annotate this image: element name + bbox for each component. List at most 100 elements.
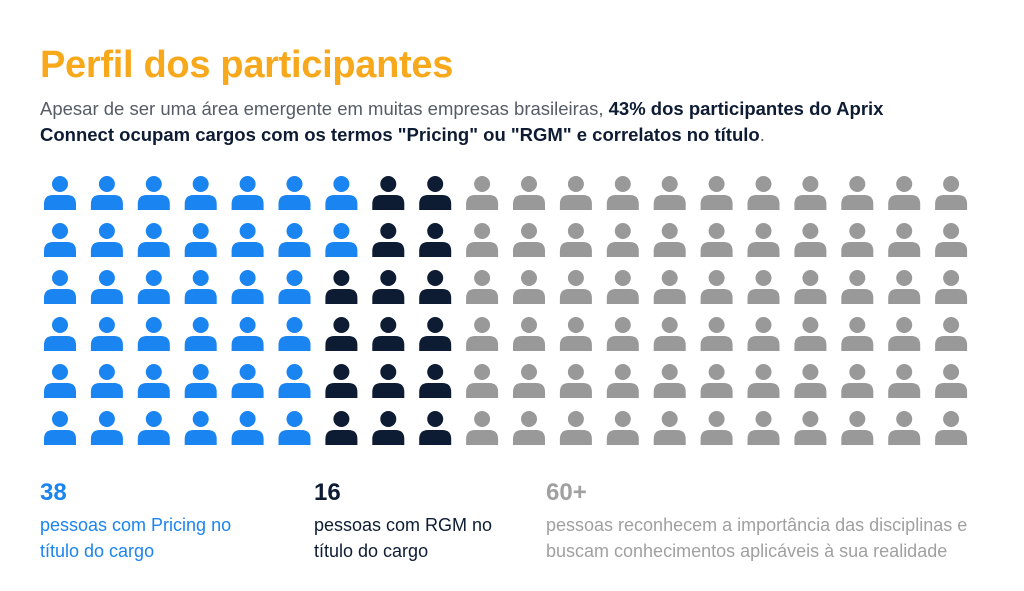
person-icon	[747, 270, 780, 304]
person-icon	[559, 364, 592, 398]
subtitle: Apesar de ser uma área emergente em muit…	[40, 96, 940, 148]
person-icon	[278, 317, 311, 351]
person-icon	[606, 317, 639, 351]
person-icon	[419, 411, 452, 445]
person-icon	[44, 176, 76, 210]
person-icon	[137, 270, 170, 304]
page-title: Perfil dos participantes	[40, 44, 454, 86]
person-icon	[184, 270, 217, 304]
person-icon	[700, 176, 733, 210]
person-icon	[700, 223, 733, 257]
person-icon	[419, 317, 452, 351]
person-icon	[372, 411, 405, 445]
person-icon	[231, 223, 264, 257]
person-icon	[231, 317, 264, 351]
person-icon	[513, 364, 545, 398]
person-icon	[653, 270, 686, 304]
person-icon	[184, 317, 217, 351]
person-icon	[513, 317, 545, 351]
person-icon	[513, 223, 545, 257]
person-icon	[794, 270, 827, 304]
person-icon	[653, 364, 686, 398]
person-icon	[231, 364, 264, 398]
person-icon	[137, 176, 170, 210]
person-icon	[372, 176, 405, 210]
person-icon	[419, 364, 452, 398]
person-icon	[419, 223, 452, 257]
person-icon	[184, 176, 217, 210]
stat-rgm: 16 pessoas com RGM no título do cargo	[314, 478, 514, 564]
person-icon	[372, 317, 405, 351]
person-icon	[325, 317, 358, 351]
person-icon	[137, 317, 170, 351]
person-icon	[888, 176, 921, 210]
person-icon	[606, 364, 639, 398]
person-icon	[653, 317, 686, 351]
person-icon	[184, 364, 217, 398]
person-icon	[90, 411, 123, 445]
person-icon	[90, 270, 123, 304]
person-icon	[90, 176, 123, 210]
person-icon	[372, 223, 405, 257]
person-icon	[372, 270, 405, 304]
person-icon	[794, 317, 827, 351]
person-icon	[888, 317, 921, 351]
stat-other-label: pessoas reconhecem a importância das dis…	[546, 515, 968, 561]
person-icon	[513, 411, 545, 445]
person-icon	[794, 176, 827, 210]
person-icon	[325, 411, 358, 445]
person-icon	[137, 364, 170, 398]
person-icon	[466, 176, 499, 210]
person-icon	[90, 364, 123, 398]
person-icon	[888, 411, 921, 445]
person-icon	[700, 317, 733, 351]
person-icon	[841, 411, 874, 445]
person-icon	[935, 317, 968, 351]
person-icon	[419, 176, 452, 210]
person-icon	[700, 270, 733, 304]
person-icon	[653, 223, 686, 257]
person-icon	[935, 176, 968, 210]
person-icon	[935, 364, 968, 398]
person-icon	[841, 176, 874, 210]
person-icon	[606, 411, 639, 445]
person-icon	[231, 176, 264, 210]
stat-rgm-value: 16	[314, 479, 341, 506]
pictogram-chart	[44, 176, 968, 445]
person-icon	[44, 411, 76, 445]
person-icon	[44, 223, 76, 257]
person-icon	[794, 411, 827, 445]
person-icon	[747, 176, 780, 210]
person-icon	[841, 317, 874, 351]
stat-pricing-label: pessoas com Pricing no título do cargo	[40, 515, 232, 561]
person-icon	[606, 176, 639, 210]
person-icon	[325, 223, 358, 257]
person-icon	[231, 270, 264, 304]
person-icon	[935, 270, 968, 304]
person-icon	[559, 317, 592, 351]
person-icon	[653, 176, 686, 210]
person-icon	[794, 364, 827, 398]
person-icon	[700, 411, 733, 445]
person-icon	[559, 176, 592, 210]
person-icon	[466, 223, 499, 257]
stat-rgm-label: pessoas com RGM no título do cargo	[314, 515, 493, 561]
person-icon	[466, 270, 499, 304]
person-icon	[419, 270, 452, 304]
stat-other: 60+ pessoas reconhecem a importância das…	[546, 478, 996, 564]
person-icon	[44, 317, 76, 351]
person-icon	[278, 223, 311, 257]
person-icon	[559, 223, 592, 257]
person-icon	[184, 223, 217, 257]
subtitle-end: .	[759, 124, 765, 145]
stat-pricing-value: 38	[40, 479, 67, 506]
person-icon	[90, 223, 123, 257]
person-icon	[184, 411, 217, 445]
person-icon	[325, 176, 358, 210]
person-icon	[559, 270, 592, 304]
person-icon	[606, 223, 639, 257]
person-icon	[700, 364, 733, 398]
person-icon	[653, 411, 686, 445]
person-icon	[325, 364, 358, 398]
stat-other-value: 60+	[546, 479, 587, 506]
